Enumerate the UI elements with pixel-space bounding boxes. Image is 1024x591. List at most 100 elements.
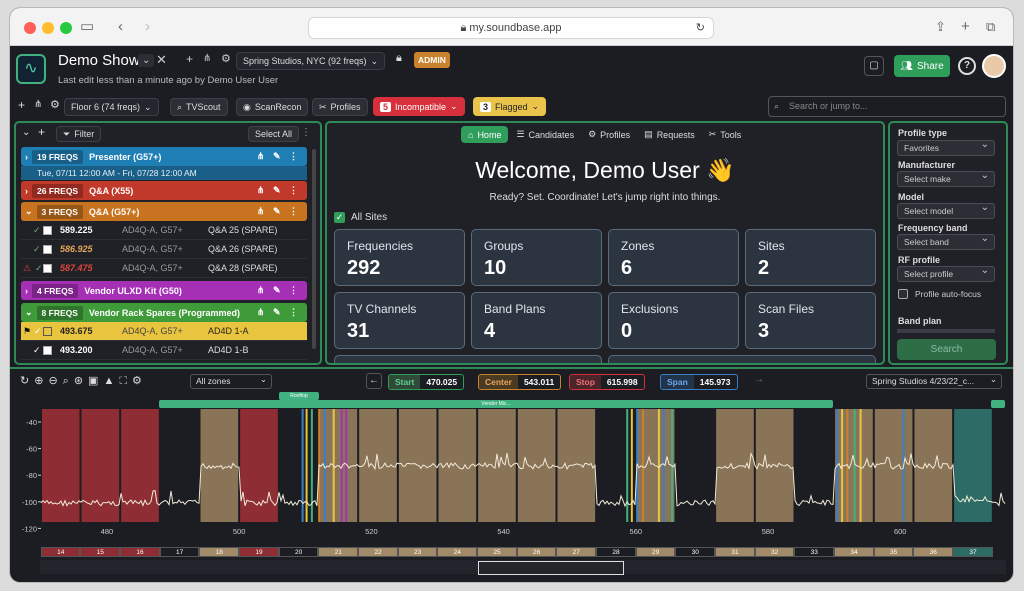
- settings-gear-icon[interactable]: ⚙: [221, 53, 231, 65]
- search-button[interactable]: Search: [897, 339, 996, 360]
- tv-channel-cell[interactable]: 25: [477, 547, 517, 557]
- target-icon[interactable]: ⊛: [73, 375, 89, 387]
- tv-channel-cell[interactable]: 30: [675, 547, 716, 557]
- tv-channel-cell[interactable]: 20: [278, 547, 319, 557]
- start-chip[interactable]: Start 470.025: [388, 374, 465, 390]
- manufacturer-select[interactable]: Select make: [897, 169, 995, 187]
- tv-channel-cell[interactable]: 35: [873, 547, 914, 557]
- zone-bar-vendor[interactable]: Vendor Mic...: [159, 400, 833, 408]
- sidebar-toggle-icon[interactable]: ▭: [80, 18, 95, 35]
- row-checkbox[interactable]: [43, 326, 52, 336]
- floor-dropdown[interactable]: Floor 6 (74 freqs) ⌄: [64, 98, 159, 116]
- row-checkbox[interactable]: [43, 345, 52, 355]
- tv-channel-cell[interactable]: 17: [159, 547, 200, 557]
- collapse-all-icon[interactable]: ⌄: [22, 127, 31, 138]
- soundbase-logo[interactable]: ∿: [16, 54, 46, 84]
- all-sites-toggle[interactable]: ✓ All Sites: [334, 212, 387, 223]
- tv-channel-cell[interactable]: 18: [199, 547, 240, 557]
- tv-channel-cell[interactable]: 32: [754, 547, 795, 557]
- lock-icon[interactable]: 🔒︎: [396, 52, 402, 64]
- tv-channel-cell[interactable]: 22: [358, 547, 398, 557]
- select-all-button[interactable]: Select All: [248, 126, 300, 142]
- rf-profile-select[interactable]: Select profile: [897, 264, 995, 282]
- minimize-window-button[interactable]: [42, 22, 54, 34]
- span-chip[interactable]: Span 145.973: [660, 374, 738, 390]
- zoom-icon[interactable]: ⌕: [62, 375, 74, 387]
- tv-channel-cell[interactable]: 24: [437, 547, 478, 557]
- tv-channel-cell[interactable]: 21: [318, 547, 359, 557]
- group-vendor-rack[interactable]: ⌄ 8 FREQS Vendor Rack Spares (Programmed) ⋔…: [21, 303, 307, 322]
- incompatible-button[interactable]: 5 Incompatible ⌄: [373, 97, 465, 116]
- filter-button[interactable]: ⏷ Filter: [56, 126, 102, 142]
- overview-strip[interactable]: [40, 560, 1006, 574]
- tab-requests[interactable]: ▤ Requests: [638, 126, 701, 143]
- tv-channel-cell[interactable]: 34: [834, 547, 874, 557]
- freq-row[interactable]: ✓ 589.225 AD4Q-A, G57+ Q&A 25 (SPARE): [21, 221, 307, 240]
- new-tab-icon[interactable]: +: [961, 18, 970, 35]
- flagged-button[interactable]: 3 Flagged ⌄: [473, 97, 547, 116]
- scan-file-select[interactable]: Spring Studios 4/23/22_c... ⌄: [866, 374, 1002, 389]
- band-plan-select[interactable]: [897, 329, 995, 333]
- stat-tile-exclusions[interactable]: Exclusions 0: [608, 292, 739, 349]
- tv-channel-cell[interactable]: 29: [635, 547, 676, 557]
- arrow-left-icon[interactable]: ←: [366, 373, 382, 389]
- tv-channel-cell[interactable]: 16: [120, 547, 160, 557]
- tv-channel-cell[interactable]: 15: [80, 547, 121, 557]
- stat-tile-scan-files[interactable]: Scan Files 3: [745, 292, 876, 349]
- settings-gear-icon[interactable]: ⚙: [50, 99, 60, 111]
- zone-bar-rooftop[interactable]: Rooftop: [279, 392, 319, 400]
- reload-icon[interactable]: ↻: [695, 22, 705, 34]
- back-icon[interactable]: ‹: [118, 18, 123, 35]
- stat-tile-sites[interactable]: Sites 2: [745, 229, 876, 286]
- add-icon[interactable]: +: [18, 98, 26, 112]
- search-input[interactable]: ⌕ Search or jump to...: [768, 96, 1006, 117]
- share-network-icon[interactable]: ⋔: [203, 53, 212, 64]
- frequency-band-select[interactable]: Select band: [897, 232, 995, 250]
- tab-profiles[interactable]: ⚙ Profiles: [582, 126, 636, 143]
- freq-row-flagged[interactable]: ⚑ ✓ 493.675 AD4Q-A, G57+ AD4D 1-A: [21, 322, 307, 341]
- zones-select[interactable]: All zones ⌄: [190, 374, 272, 389]
- model-select[interactable]: Select model: [897, 201, 995, 219]
- scanrecon-button[interactable]: ◉ ScanRecon: [236, 98, 309, 116]
- zoom-in-icon[interactable]: ⊕: [34, 375, 49, 387]
- stat-tile-groups[interactable]: Groups 10: [471, 229, 602, 286]
- scrollbar[interactable]: [312, 149, 316, 349]
- forward-icon[interactable]: ›: [145, 18, 150, 35]
- more-icon[interactable]: ⋮: [301, 127, 311, 138]
- zone-bar-extra[interactable]: [991, 400, 1005, 408]
- profile-autofocus-toggle[interactable]: Profile auto-focus: [898, 289, 981, 299]
- group-presenter[interactable]: › 19 FREQS Presenter (G57+) ⋔ ✎ ⋮: [21, 147, 307, 166]
- zoom-out-icon[interactable]: ⊖: [48, 375, 63, 387]
- tv-channel-cell[interactable]: 27: [556, 547, 597, 557]
- tv-channel-cell[interactable]: 37: [953, 547, 993, 557]
- tv-channel-cell[interactable]: 28: [596, 547, 636, 557]
- stat-tile-frequencies[interactable]: Frequencies 292: [334, 229, 465, 286]
- row-checkbox[interactable]: [43, 263, 52, 273]
- show-title[interactable]: Demo Show: [58, 52, 140, 69]
- freq-row[interactable]: ✓ 586.925 AD4Q-A, G57+ Q&A 26 (SPARE): [21, 240, 307, 259]
- tv-channel-cell[interactable]: 19: [239, 547, 279, 557]
- refresh-icon[interactable]: ↻: [20, 375, 35, 387]
- group-vendor-ulxd[interactable]: › 4 FREQS Vendor ULXD Kit (G50) ⋔ ✎ ⋮: [21, 281, 307, 300]
- checkbox[interactable]: [898, 289, 908, 299]
- tv-channel-cell[interactable]: 33: [794, 547, 835, 557]
- settings-gear-icon[interactable]: ⚙: [132, 375, 147, 387]
- add-icon[interactable]: +: [186, 52, 194, 66]
- stop-chip[interactable]: Stop 615.998: [569, 374, 645, 390]
- share-button[interactable]: 👥︎ Share: [894, 55, 950, 77]
- stat-tile-zones[interactable]: Zones 6: [608, 229, 739, 286]
- freq-row[interactable]: ⚠ ✓ 587.475 AD4Q-A, G57+ Q&A 28 (SPARE): [21, 259, 307, 278]
- overview-viewport[interactable]: [478, 561, 624, 575]
- tv-channel-cell[interactable]: 14: [41, 547, 81, 557]
- chat-icon[interactable]: ▢: [864, 56, 884, 76]
- close-window-button[interactable]: [24, 22, 36, 34]
- tv-channel-cell[interactable]: 31: [715, 547, 755, 557]
- profiles-button[interactable]: ✂ Profiles: [312, 98, 368, 116]
- avatar[interactable]: [982, 54, 1006, 78]
- help-icon[interactable]: ?: [958, 57, 976, 75]
- camera-icon[interactable]: ▣: [88, 375, 104, 387]
- tv-channel-cell[interactable]: 26: [516, 547, 557, 557]
- close-show-icon[interactable]: ✕: [156, 52, 167, 67]
- tab-home[interactable]: ⌂ Home: [461, 126, 509, 143]
- row-checkbox[interactable]: [43, 225, 52, 235]
